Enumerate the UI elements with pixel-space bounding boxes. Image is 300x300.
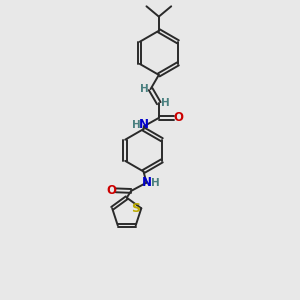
Text: H: H [161, 98, 170, 108]
Text: O: O [106, 184, 116, 197]
Text: N: N [139, 118, 148, 131]
Text: H: H [132, 120, 141, 130]
Text: N: N [142, 176, 152, 189]
Text: O: O [174, 111, 184, 124]
Text: S: S [131, 202, 140, 215]
Text: H: H [151, 178, 160, 188]
Text: H: H [140, 84, 148, 94]
